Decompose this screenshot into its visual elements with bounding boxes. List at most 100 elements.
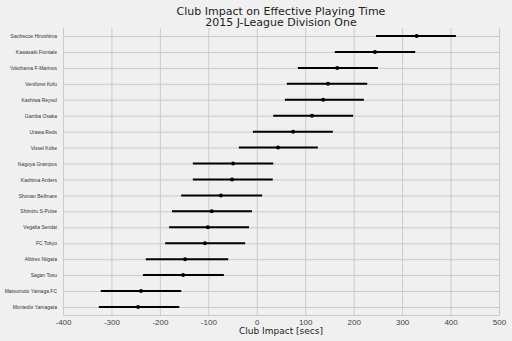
- interval: [335, 51, 415, 53]
- interval: [193, 163, 273, 165]
- interval: [146, 258, 228, 260]
- y-tick: Kawasaki Frontale: [16, 49, 499, 55]
- x-grid-line: [208, 28, 209, 315]
- interval: [239, 147, 318, 149]
- point: [230, 177, 234, 181]
- x-tick-label: -200: [152, 318, 169, 327]
- x-tick: -400: [55, 28, 72, 327]
- point: [310, 114, 314, 118]
- y-tick: Kashiwa Reysol: [21, 97, 499, 103]
- y-grid-line: [63, 164, 499, 165]
- interval: [193, 178, 273, 180]
- y-tick: Matsumoto Yamaga FC: [5, 288, 499, 294]
- y-axis: Sanfrecce Hiroshima Kawasaki Frontale Yoko…: [5, 33, 499, 310]
- marks: [99, 34, 456, 309]
- y-grid-line: [63, 275, 499, 276]
- y-tick-label: Gamba Osaka: [25, 113, 57, 119]
- y-tick-label: Montedio Yamagata: [13, 304, 58, 310]
- point: [373, 50, 377, 54]
- y-tick-label: Ventforet Kofu: [25, 81, 57, 87]
- chart: -400-300-200-1000100200300400500Sanfrecc…: [0, 0, 512, 341]
- y-tick-label: Sanfrecce Hiroshima: [11, 33, 58, 39]
- y-tick-label: Shimizu S-Pulse: [20, 208, 57, 214]
- interval: [273, 115, 353, 117]
- x-tick-label: -100: [201, 318, 218, 327]
- x-tick-label: 500: [493, 318, 507, 327]
- y-grid-line: [63, 36, 499, 37]
- point: [219, 193, 223, 197]
- y-tick-label: Yokohama F-Marinos: [10, 65, 58, 71]
- x-grid-line: [257, 28, 258, 315]
- x-tick: 500: [493, 28, 507, 327]
- interval: [376, 35, 456, 37]
- interval: [298, 67, 378, 69]
- y-tick: Albirex Niigata: [25, 256, 499, 262]
- interval: [172, 210, 252, 212]
- point: [231, 162, 235, 166]
- y-grid-line: [63, 227, 499, 228]
- x-grid-line: [402, 28, 403, 315]
- point: [206, 225, 210, 229]
- x-grid-line: [305, 28, 306, 315]
- y-grid-line: [63, 84, 499, 85]
- y-grid-line: [63, 307, 499, 308]
- x-axis-title: Club Impact [secs]: [239, 326, 323, 336]
- y-tick: Kashima Antlers: [21, 177, 499, 183]
- x-tick-label: -400: [55, 318, 72, 327]
- y-grid-line: [63, 68, 499, 69]
- point: [415, 34, 419, 38]
- x-tick: -200: [152, 28, 169, 327]
- y-tick: Vegalta Sendai: [23, 224, 499, 230]
- y-tick: Shonan Bellmare: [19, 193, 499, 199]
- y-tick-label: Shonan Bellmare: [19, 193, 58, 199]
- point: [181, 273, 185, 277]
- y-tick: Urawa Reds: [29, 129, 499, 135]
- y-tick: Shimizu S-Pulse: [20, 208, 499, 214]
- interval: [169, 226, 249, 228]
- point: [136, 305, 140, 309]
- point: [139, 289, 143, 293]
- y-tick-label: Urawa Reds: [29, 129, 57, 135]
- x-tick: 100: [299, 28, 313, 327]
- y-tick-label: Kashima Antlers: [21, 177, 58, 183]
- x-tick: 400: [444, 28, 458, 327]
- y-tick-label: Nagoya Grampus: [18, 161, 58, 167]
- y-grid-line: [63, 52, 499, 53]
- interval: [101, 290, 181, 292]
- y-tick-label: Matsumoto Yamaga FC: [5, 288, 58, 294]
- x-grid-line: [63, 28, 64, 315]
- interval: [181, 194, 262, 196]
- point: [321, 98, 325, 102]
- y-tick: Gamba Osaka: [25, 113, 499, 119]
- point: [291, 130, 295, 134]
- point: [335, 66, 339, 70]
- x-tick: 300: [396, 28, 410, 327]
- y-grid-line: [63, 259, 499, 260]
- y-tick-label: Vissel Kobe: [31, 145, 58, 151]
- x-tick: 200: [347, 28, 361, 327]
- y-tick-label: FC Tokyo: [36, 240, 57, 246]
- y-tick: Sanfrecce Hiroshima: [11, 33, 499, 39]
- x-grid-line: [111, 28, 112, 315]
- x-grid-line: [160, 28, 161, 315]
- point: [276, 146, 280, 150]
- y-tick: Ventforet Kofu: [25, 81, 499, 87]
- y-grid-line: [63, 148, 499, 149]
- y-tick-label: Sagan Tosu: [31, 272, 58, 278]
- y-tick: Vissel Kobe: [31, 145, 499, 151]
- x-axis: -400-300-200-1000100200300400500: [55, 28, 506, 327]
- y-grid-line: [63, 243, 499, 244]
- x-tick-label: 400: [444, 318, 458, 327]
- y-tick-label: Vegalta Sendai: [23, 224, 57, 230]
- y-grid-line: [63, 116, 499, 117]
- y-tick-label: Kawasaki Frontale: [16, 49, 57, 55]
- point: [203, 241, 207, 245]
- interval: [253, 131, 333, 133]
- background: [0, 0, 512, 341]
- x-grid-line: [499, 28, 500, 315]
- x-tick-label: 300: [396, 318, 410, 327]
- point: [183, 257, 187, 261]
- subtitle: 2015 J-League Division One: [205, 16, 357, 29]
- y-tick-label: Albirex Niigata: [25, 256, 57, 262]
- interval: [99, 306, 179, 308]
